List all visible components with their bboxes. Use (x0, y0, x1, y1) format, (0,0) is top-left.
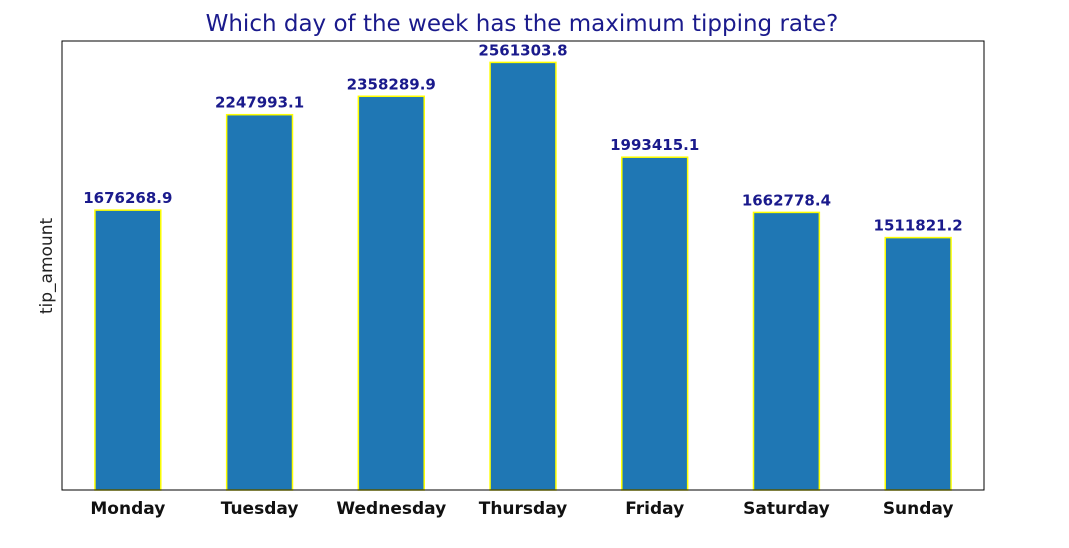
x-tick-wednesday: Wednesday (336, 499, 446, 519)
bar-sunday (884, 236, 952, 491)
x-tick-monday: Monday (90, 499, 165, 519)
x-tick-thursday: Thursday (479, 499, 568, 519)
bar-friday (621, 156, 689, 491)
data-label-wednesday: 2358289.9 (347, 75, 436, 93)
bar-thursday (489, 61, 557, 491)
data-label-sunday: 1511821.2 (874, 217, 963, 235)
bar-tuesday (225, 113, 294, 491)
data-label-monday: 1676268.9 (83, 189, 172, 207)
plot-frame (61, 40, 985, 491)
data-label-thursday: 2561303.8 (478, 41, 567, 59)
bar-wednesday (357, 95, 425, 491)
x-tick-saturday: Saturday (743, 499, 830, 519)
bars-group (94, 61, 952, 491)
bar-saturday (752, 211, 821, 491)
x-tick-labels-group: Monday Tuesday Wednesday Thursday Friday Satu… (90, 499, 953, 519)
bar-monday (94, 209, 162, 491)
y-axis-label: tip_amount (37, 218, 57, 315)
data-labels-group: 1676268.9 2247993.1 2358289.9 2561303.8 1993… (83, 41, 962, 234)
data-label-tuesday: 2247993.1 (215, 94, 304, 112)
x-tick-friday: Friday (625, 499, 684, 519)
x-tick-tuesday: Tuesday (221, 499, 299, 519)
data-label-friday: 1993415.1 (610, 136, 699, 154)
data-label-saturday: 1662778.4 (742, 191, 831, 209)
chart-title: Which day of the week has the maximum ti… (206, 11, 839, 37)
x-tick-sunday: Sunday (883, 499, 954, 519)
